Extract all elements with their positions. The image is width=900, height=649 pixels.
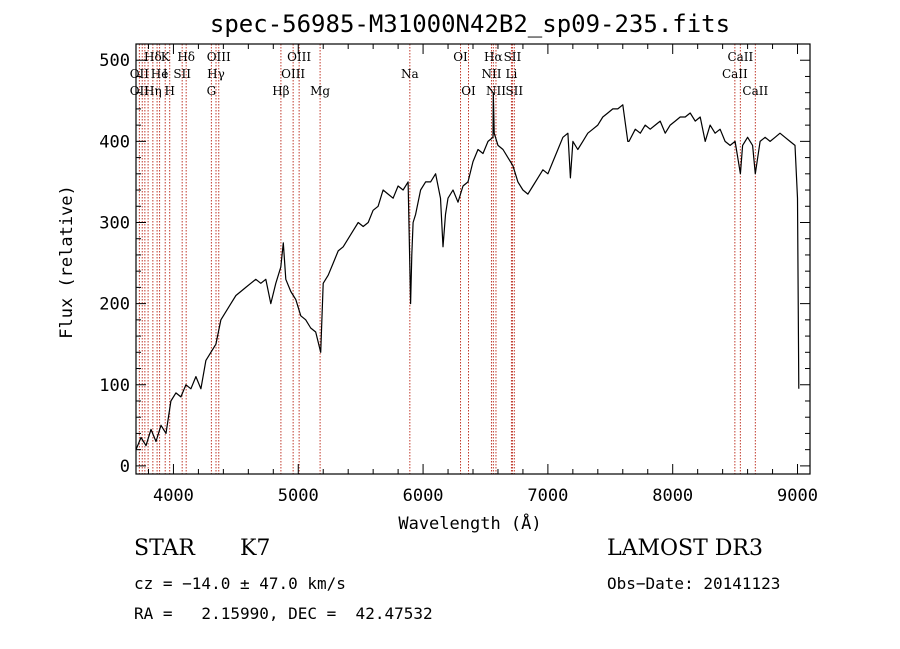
y-tick-label: 200 [99, 295, 130, 315]
spectral-line-label: SII [504, 50, 522, 64]
x-tick-label: 6000 [403, 486, 444, 506]
spectral-line-label: OII [130, 67, 150, 81]
spectral-line-label: Hα [484, 50, 503, 64]
redshift-cz: cz = −14.0 ± 47.0 km/s [134, 574, 346, 593]
spectral-line-label: Na [401, 67, 419, 81]
spectral-line-label: SII [505, 84, 523, 98]
survey-name: LAMOST DR3 [607, 536, 763, 561]
spectral-line-label: Mg [310, 84, 330, 98]
object-subclass: K7 [240, 536, 271, 561]
spectral-line-label: NII [486, 84, 506, 98]
x-tick-label: 8000 [652, 486, 693, 506]
spectral-line-label: Hβ [272, 84, 289, 98]
spectral-line-label: OIII [281, 67, 305, 81]
spectral-line-label: CaII [722, 67, 748, 81]
spectral-line-label: Hδ [177, 50, 195, 64]
spectral-line-label: CaII [727, 50, 753, 64]
y-tick-label: 0 [120, 457, 130, 477]
x-tick-label: 5000 [278, 486, 319, 506]
y-tick-label: 400 [99, 132, 130, 152]
x-axis-label: Wavelength (Å) [398, 512, 541, 534]
x-tick-label: 9000 [777, 486, 818, 506]
y-tick-label: 100 [99, 376, 130, 396]
x-tick-label: 4000 [153, 486, 194, 506]
spectral-line-label: G [207, 84, 217, 98]
spectral-line-label: OIII [207, 50, 231, 64]
y-tick-label: 300 [99, 213, 130, 233]
y-axis-label: Flux (relative) [57, 185, 77, 339]
spectral-line-label: He [151, 67, 169, 81]
plot-frame [135, 43, 811, 475]
spectral-line-label: Hη [144, 84, 162, 98]
spectral-line-label: Li [506, 67, 518, 81]
spectral-line-label: CaII [742, 84, 768, 98]
spectral-line-label: OI [453, 50, 468, 64]
spectrum-series-line [135, 92, 800, 450]
spectral-line-label: I [163, 67, 168, 81]
spectral-line-label: OI [461, 84, 476, 98]
spectral-line-label: OII [130, 84, 150, 98]
spectral-line-label: NII [481, 67, 501, 81]
observation-date: Obs−Date: 20141123 [607, 574, 781, 593]
x-tick-label: 7000 [527, 486, 568, 506]
plot-area: 4000 5000 6000 7000 8000 9000 0 100 200 300 400 500 [99, 43, 818, 506]
coordinates: RA = 2.15990, DEC = 42.47532 [134, 604, 433, 623]
spectral-line-label: H [164, 84, 174, 98]
chart-title: spec-56985-M31000N42B2_sp09-235.fits [210, 10, 730, 38]
spectral-line-label: K [161, 50, 171, 64]
object-class: STAR [134, 536, 195, 561]
spectral-line-label: Hγ [207, 67, 225, 81]
spectral-line-label: Hδ [144, 50, 162, 64]
y-tick-label: 500 [99, 51, 130, 71]
spectral-line-label: OIII [287, 50, 311, 64]
spectral-line-label: SII [173, 67, 191, 81]
